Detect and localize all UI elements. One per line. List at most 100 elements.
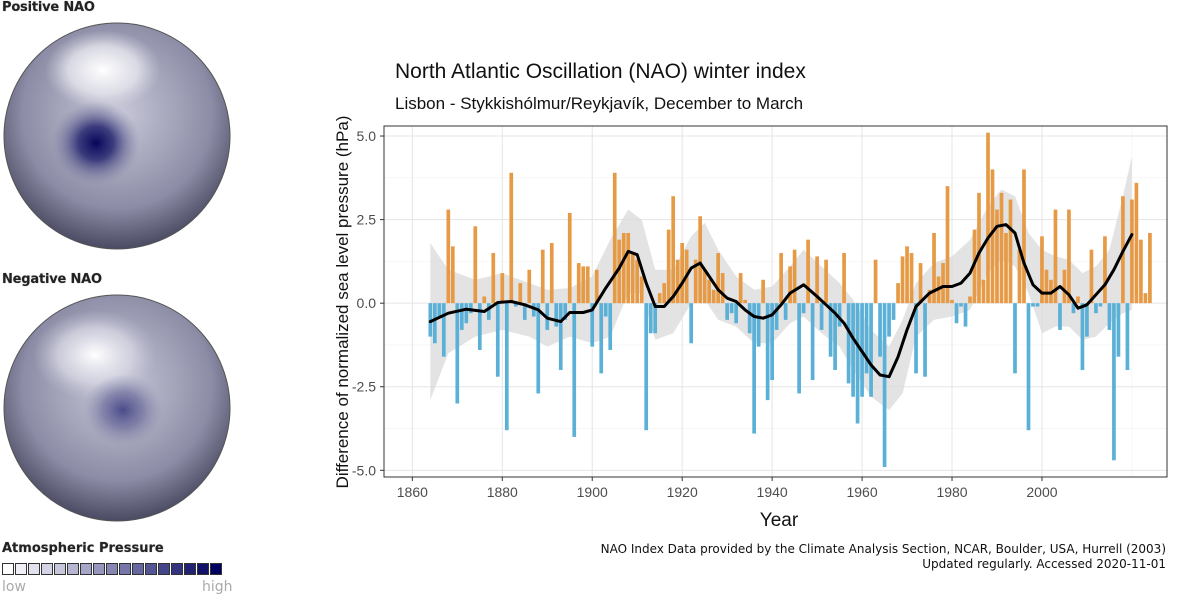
legend-swatch <box>41 563 53 575</box>
bar <box>500 273 505 304</box>
bar <box>693 259 698 304</box>
bar <box>441 303 446 357</box>
bar <box>828 303 833 357</box>
bar <box>756 303 761 347</box>
axes: -5.0 -2.5 0.0 2.5 5.0 1860 1880 1900 1920 1940 196… <box>352 125 1168 500</box>
bar <box>576 263 581 304</box>
chart-subtitle: Lisbon - Stykkishólmur/Reykjavík, Decemb… <box>395 94 803 113</box>
bar <box>1094 303 1098 314</box>
bar <box>437 303 442 317</box>
bar <box>986 132 990 304</box>
bar <box>923 303 927 377</box>
bar <box>653 303 658 334</box>
bar <box>761 279 765 304</box>
bar <box>1062 269 1067 304</box>
bar <box>626 232 631 304</box>
y-tick-label: 5.0 <box>357 128 377 144</box>
bar <box>1107 303 1112 330</box>
bar <box>1035 303 1040 307</box>
bar <box>1148 232 1152 304</box>
smoothed-line <box>428 223 1134 379</box>
bar <box>950 299 954 304</box>
legend-swatch <box>197 563 209 575</box>
bar <box>495 303 500 377</box>
bar <box>1071 303 1076 314</box>
bar <box>729 303 734 314</box>
bar <box>527 269 532 304</box>
x-tick-label: 1980 <box>936 484 967 500</box>
bar <box>518 283 523 304</box>
bar <box>567 212 572 304</box>
bar <box>810 303 815 381</box>
bar <box>842 253 846 304</box>
bar <box>797 303 801 394</box>
bar <box>504 303 509 431</box>
bar <box>482 296 487 304</box>
bar <box>905 246 909 304</box>
bar <box>779 253 783 304</box>
bar <box>1103 236 1107 304</box>
bar <box>473 226 478 304</box>
bar <box>716 253 720 304</box>
bar <box>720 273 725 304</box>
bar <box>878 303 882 357</box>
x-tick-label: 1960 <box>846 484 877 500</box>
bar <box>590 303 595 347</box>
bar <box>635 259 640 304</box>
bar <box>792 249 797 304</box>
legend-swatch <box>15 563 27 575</box>
y-tick-label: 2.5 <box>357 212 377 228</box>
legend-high-label: high <box>202 579 233 595</box>
bar <box>468 303 473 314</box>
bar <box>770 303 774 381</box>
x-axis-label: Year <box>760 510 799 531</box>
bar <box>572 303 577 437</box>
legend-swatch <box>80 563 92 575</box>
x-tick-label: 1900 <box>577 484 608 500</box>
bar <box>765 303 770 401</box>
legend-swatch <box>28 563 40 575</box>
bar <box>450 246 455 304</box>
bar <box>882 303 887 467</box>
bar <box>1080 303 1085 371</box>
bar <box>608 303 613 350</box>
bar <box>1022 169 1026 304</box>
bar <box>585 266 590 304</box>
bar <box>932 232 936 304</box>
x-tick-label: 1860 <box>397 484 428 500</box>
bar <box>945 186 950 304</box>
bar <box>707 279 712 304</box>
bar <box>428 303 433 337</box>
bar <box>819 303 824 330</box>
bar <box>851 303 855 397</box>
bar <box>702 269 707 304</box>
bar <box>747 303 752 334</box>
legend-swatch <box>93 563 105 575</box>
bar <box>477 303 482 350</box>
credit-line-1: NAO Index Data provided by the Climate A… <box>600 542 1166 556</box>
legend-swatch <box>184 563 196 575</box>
y-tick-label: -2.5 <box>352 379 376 395</box>
x-tick-label: 1880 <box>487 484 518 500</box>
bar <box>1076 296 1080 304</box>
bar <box>648 303 653 334</box>
bar <box>743 299 747 304</box>
legend-swatch <box>171 563 183 575</box>
bar <box>815 256 819 304</box>
bar <box>599 303 604 374</box>
bar <box>675 259 680 304</box>
bar <box>914 303 918 374</box>
smoothed-trend-line <box>428 223 1134 379</box>
bar <box>603 303 608 317</box>
bar <box>788 266 792 304</box>
bar <box>639 276 644 304</box>
bar <box>1098 303 1103 307</box>
bar <box>617 239 622 304</box>
bar <box>738 273 743 304</box>
legend-swatch <box>106 563 118 575</box>
legend-swatch <box>2 563 14 575</box>
y-axis-label: Difference of normalized sea level press… <box>333 116 352 489</box>
bar <box>999 192 1004 304</box>
bar <box>824 259 828 304</box>
bar <box>833 303 837 371</box>
